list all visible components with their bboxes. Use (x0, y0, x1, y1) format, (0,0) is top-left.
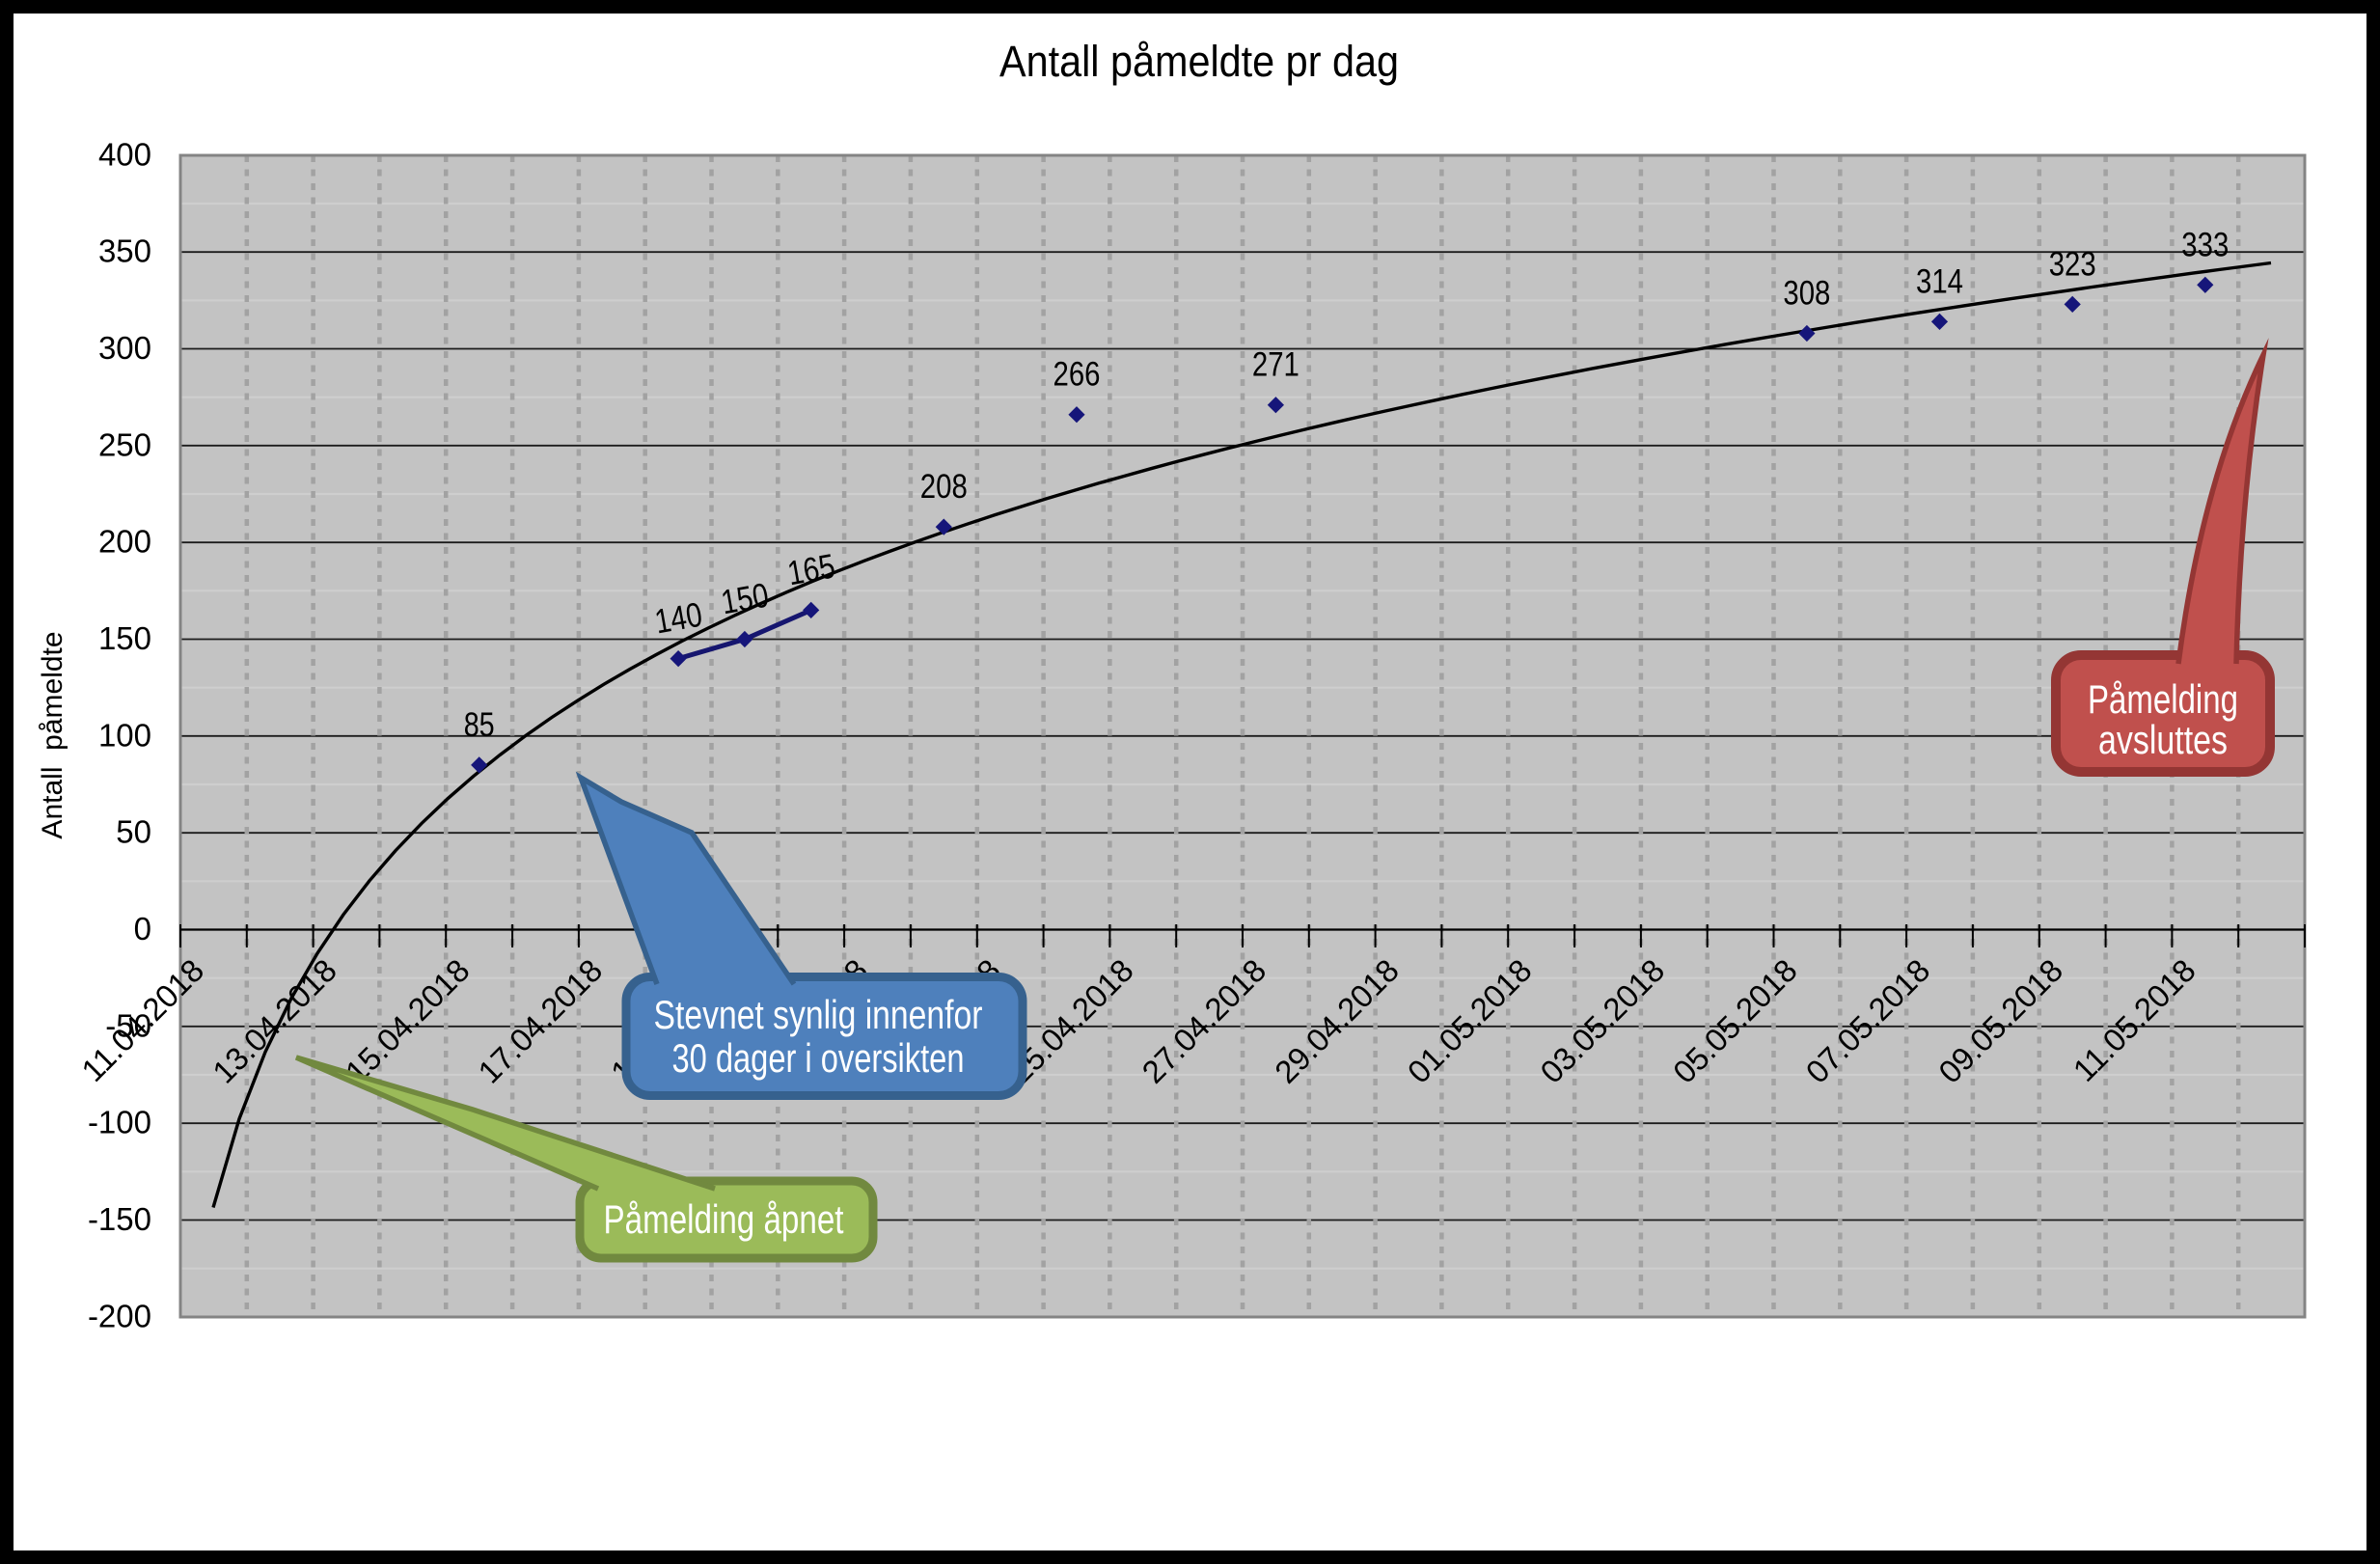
svg-text:Påmelding åpnet: Påmelding åpnet (604, 1196, 844, 1242)
svg-text:30 dager i oversikten: 30 dager i oversikten (672, 1035, 965, 1081)
svg-text:323: 323 (2049, 244, 2096, 283)
svg-text:150: 150 (98, 620, 151, 656)
svg-text:333: 333 (2181, 225, 2229, 263)
svg-text:Antall påmeldte pr dag: Antall påmeldte pr dag (999, 37, 1399, 86)
svg-text:-200: -200 (88, 1298, 151, 1333)
svg-text:208: 208 (920, 467, 968, 506)
svg-text:-50: -50 (105, 1007, 151, 1043)
svg-text:250: 250 (98, 426, 151, 462)
svg-text:Antall påmeldte: Antall påmeldte (37, 631, 68, 838)
svg-text:Stevnet synlig innenfor: Stevnet synlig innenfor (654, 992, 983, 1037)
svg-text:Påmelding: Påmelding (2088, 676, 2238, 722)
svg-text:150: 150 (718, 576, 771, 622)
svg-text:100: 100 (98, 717, 151, 753)
svg-text:266: 266 (1053, 355, 1101, 394)
svg-text:avsluttes: avsluttes (2098, 717, 2228, 762)
svg-text:400: 400 (98, 136, 151, 172)
svg-text:140: 140 (652, 595, 705, 642)
svg-text:165: 165 (784, 546, 837, 592)
svg-text:350: 350 (98, 233, 151, 269)
svg-text:308: 308 (1783, 274, 1830, 313)
svg-text:300: 300 (98, 330, 151, 366)
svg-text:-150: -150 (88, 1201, 151, 1237)
svg-text:271: 271 (1252, 345, 1299, 384)
svg-text:200: 200 (98, 524, 151, 560)
svg-text:85: 85 (464, 705, 495, 744)
svg-text:-100: -100 (88, 1105, 151, 1140)
svg-text:0: 0 (134, 911, 151, 947)
svg-text:50: 50 (116, 814, 151, 850)
svg-text:314: 314 (1916, 261, 1963, 300)
